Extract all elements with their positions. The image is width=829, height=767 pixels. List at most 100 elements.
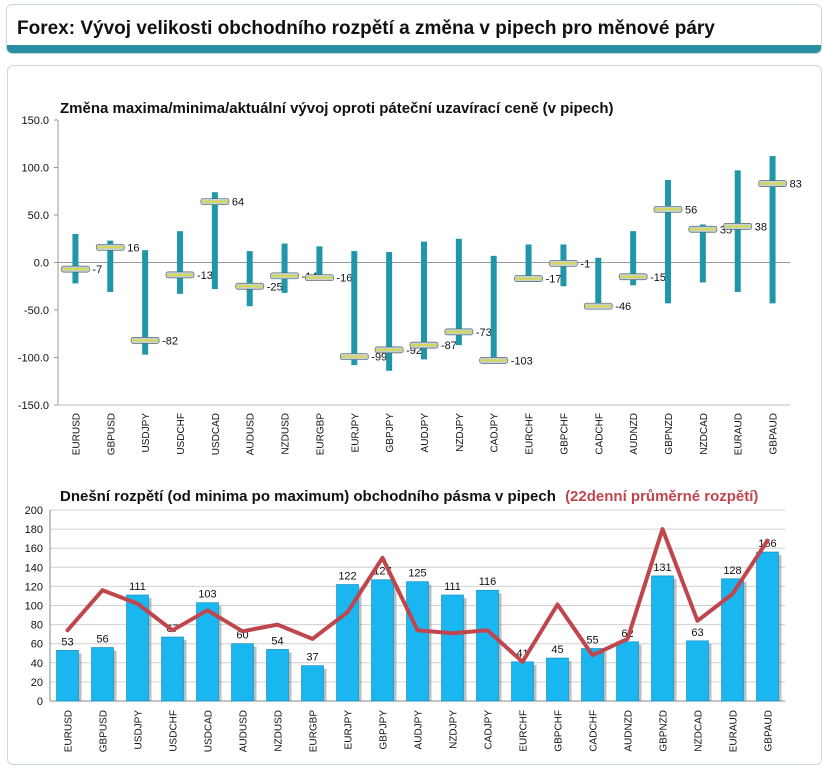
chart1-category-label: AUDNZD [629,413,640,455]
chart1-data-label: 38 [755,221,767,233]
chart2-plot: 20018016014012010080604020053EURUSD56GBP… [25,505,785,752]
chart2-data-label: 111 [129,581,146,593]
chart2-y-tick-label: 80 [31,620,43,632]
chart2-bar [406,581,429,702]
chart2-category-label: NZDCAD [694,710,705,752]
chart2-category-label: GBPCHF [554,710,565,752]
chart1-data-label: -25 [267,281,283,293]
chart1-data-label: -1 [580,258,590,270]
chart1-range-bar [211,192,218,290]
chart2-category-label: GBPUSD [99,710,110,752]
chart2-category-label: USDJPY [134,710,145,750]
chart1-category-label: CADCHF [594,413,605,455]
chart1-category-label: GBPNZD [664,413,675,455]
chart2-bar [511,661,534,702]
chart1-current-marker-highlight [376,348,403,351]
chart1-current-marker-highlight [585,305,612,308]
chart1-y-tick-label: 150.0 [21,115,49,127]
chart1-data-label: -17 [546,274,562,286]
chart2-bar [231,643,254,702]
chart1-data-label: -103 [511,355,533,367]
chart1-data-label: -82 [162,335,178,347]
chart1-range-bar [769,156,776,304]
chart2-data-label: 111 [444,581,461,593]
chart2-bar [91,647,114,702]
chart2-category-label: GBPNZD [659,710,670,752]
chart2-data-label: 45 [551,644,563,656]
chart2-data-label: 128 [723,565,741,577]
chart1-current-marker-highlight [132,339,159,342]
chart1-category-label: EURCHF [525,413,536,455]
chart2-bar [56,650,79,702]
chart2-data-label: 125 [408,568,426,580]
chart2-category-label: NZDJPY [449,710,460,749]
chart1-range-bar [316,246,323,280]
chart1-y-tick-label: 100.0 [21,163,49,175]
chart1-range-bar [630,231,637,286]
chart1-current-marker-highlight [550,262,577,265]
chart2-average-line [65,527,770,664]
chart1-range-bar [281,243,288,293]
chart1-range-bar [455,238,462,346]
chart1-current-marker-highlight [62,268,89,271]
chart2-bar [616,641,639,702]
chart2-data-label: 37 [306,652,318,664]
chart1-category-label: AUDJPY [420,413,431,453]
chart2-y-tick-label: 20 [31,677,43,689]
chart1-range-bar [421,241,427,360]
chart1-data-label: -87 [441,340,457,352]
chart1-category-label: CADJPY [490,413,501,453]
chart1-category-label: USDCAD [211,413,222,455]
chart2-data-label: 53 [61,636,73,648]
chart2-category-label: CADCHF [589,710,600,752]
chart1-current-marker-highlight [655,208,681,211]
chart2-title-group: Dnešní rozpětí (od minima po maximum) ob… [60,488,758,505]
chart1-category-label: GBPUSD [106,413,117,455]
chart2-category-label: CADJPY [484,710,495,750]
chart1-current-marker-highlight [724,225,751,228]
chart1-category-label: EURAUD [734,413,745,455]
chart2-category-label: EURGBP [309,710,320,753]
chart1-data-label: 16 [127,242,139,254]
chart2-bar [196,602,219,702]
charts-panel [7,65,822,765]
chart2-y-tick-label: 160 [25,543,43,555]
chart1-category-label: GBPAUD [769,413,780,455]
chart2-y-tick-label: 0 [37,696,43,708]
chart2-bar [581,648,604,702]
chart1-data-label: -73 [476,327,492,339]
chart2-bar [371,579,394,702]
chart2-category-label: AUDUSD [239,710,250,752]
chart1-range-bar [699,224,706,283]
chart1-y-tick-label: -100.0 [18,353,49,365]
chart2-data-label: 54 [271,635,283,647]
chart1-current-marker-highlight [341,355,368,358]
chart2-data-label: 56 [96,634,108,646]
chart2-subtitle: (22denní průměrné rozpětí) [565,488,758,505]
chart1-y-tick-label: 50.0 [28,210,49,222]
chart2-category-label: EURCHF [519,710,530,752]
chart2-bar [546,657,569,702]
chart1-category-label: NZDUSD [281,413,292,455]
chart1-current-marker-highlight [306,276,333,279]
chart2-category-label: GBPAUD [764,710,775,752]
chart2-bar [336,584,359,702]
chart1-range-bar [386,252,393,371]
chart2-category-label: EURUSD [64,710,75,752]
chart2-data-label: 116 [479,576,497,588]
chart2-data-label: 122 [338,570,356,582]
chart1-title: Změna maxima/minima/aktuální vývoj oprot… [60,100,614,117]
chart2-data-label: 103 [198,589,216,601]
chart1-category-label: GBPJPY [385,413,396,453]
chart1-data-label: -46 [615,301,631,313]
chart1-plot: 150.0 100.0 50.0 0.0 -50.0 -100.0 -150.0 -7 EURU… [18,115,802,455]
chart2-category-label: AUDJPY [414,710,425,750]
chart2-category-label: USDCHF [169,710,180,752]
chart2-bar [161,636,184,702]
chart1-category-label: USDCHF [176,413,187,455]
chart2-bar [126,594,149,702]
page-title: Forex: Vývoj velikosti obchodního rozpět… [17,18,715,39]
chart1-data-label: 64 [232,197,244,209]
chart2-bar [721,578,744,702]
chart1-current-marker-highlight [411,344,437,347]
